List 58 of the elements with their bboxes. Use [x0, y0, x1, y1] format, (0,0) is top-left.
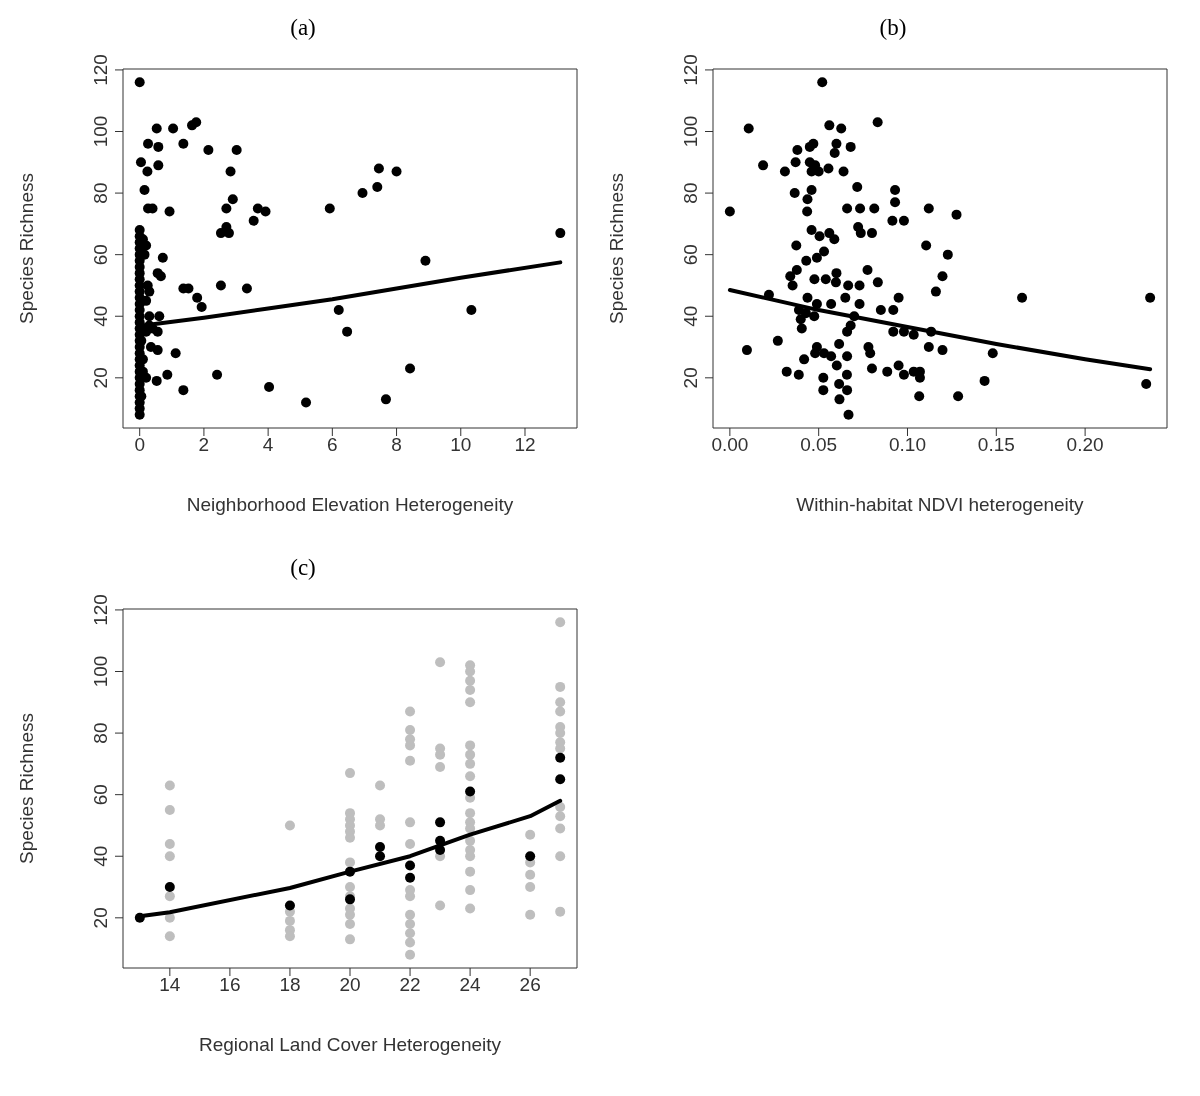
y-tick-label: 60: [90, 784, 111, 806]
x-tick-label: 16: [219, 974, 241, 996]
x-tick-label: 20: [339, 974, 361, 996]
point: [555, 752, 566, 763]
x-tick-label: 0.10: [889, 434, 926, 456]
y-tick-label: 60: [680, 244, 701, 266]
chart-title: (b): [878, 14, 908, 42]
x-tick-label: 4: [262, 434, 274, 456]
x-tick-label: 0: [134, 434, 145, 456]
point: [465, 786, 476, 797]
x-axis-title: Regional Land Cover Heterogeneity: [198, 1034, 502, 1055]
x-tick-label: 10: [450, 434, 472, 456]
y-tick-label: 100: [90, 115, 111, 148]
point: [555, 774, 566, 785]
x-axis-title: Within-habitat NDVI heterogeneity: [796, 494, 1085, 515]
point: [405, 872, 416, 883]
x-axis-title: Neighborhood Elevation Heterogeneity: [186, 494, 514, 515]
point: [284, 900, 295, 911]
point: [164, 882, 175, 893]
y-tick-label: 40: [680, 305, 701, 327]
y-tick-label: 120: [90, 594, 111, 626]
y-tick-label: 120: [90, 54, 111, 86]
x-tick-label: 2: [198, 434, 210, 456]
x-tick-label: 0.05: [800, 434, 838, 456]
y-tick-label: 20: [90, 367, 111, 389]
y-tick-label: 60: [90, 244, 111, 266]
y-tick-label: 120: [680, 54, 701, 86]
y-tick-label: 80: [90, 722, 111, 744]
x-tick-label: 0.00: [711, 434, 749, 456]
y-axis-title: Species Richness: [15, 172, 37, 325]
point: [375, 851, 386, 862]
y-axis-title: Species Richness: [605, 172, 627, 325]
chart-title: (a): [289, 14, 317, 42]
y-tick-label: 100: [680, 115, 701, 148]
x-tick-label: 26: [519, 974, 541, 996]
x-tick-label: 6: [327, 434, 338, 456]
x-tick-label: 14: [159, 974, 181, 996]
point: [375, 842, 386, 852]
y-tick-label: 20: [90, 907, 111, 929]
x-tick-label: 22: [399, 974, 421, 996]
point: [405, 860, 416, 871]
x-tick-label: 0.15: [977, 434, 1015, 456]
x-tick-label: 12: [514, 434, 536, 456]
y-tick-label: 100: [90, 655, 111, 688]
y-tick-label: 40: [90, 845, 111, 867]
x-tick-label: 0.20: [1066, 434, 1104, 456]
y-tick-label: 80: [90, 182, 111, 204]
y-tick-label: 40: [90, 305, 111, 327]
y-tick-label: 20: [680, 367, 701, 389]
x-tick-label: 24: [459, 974, 482, 996]
point: [525, 851, 536, 862]
x-tick-label: 18: [279, 974, 301, 996]
x-tick-label: 8: [391, 434, 402, 456]
point: [435, 817, 446, 828]
y-tick-label: 80: [680, 182, 701, 204]
chart-title: (c): [289, 554, 317, 582]
y-axis-title: Species Richness: [15, 712, 37, 865]
line-series: [727, 288, 1153, 372]
